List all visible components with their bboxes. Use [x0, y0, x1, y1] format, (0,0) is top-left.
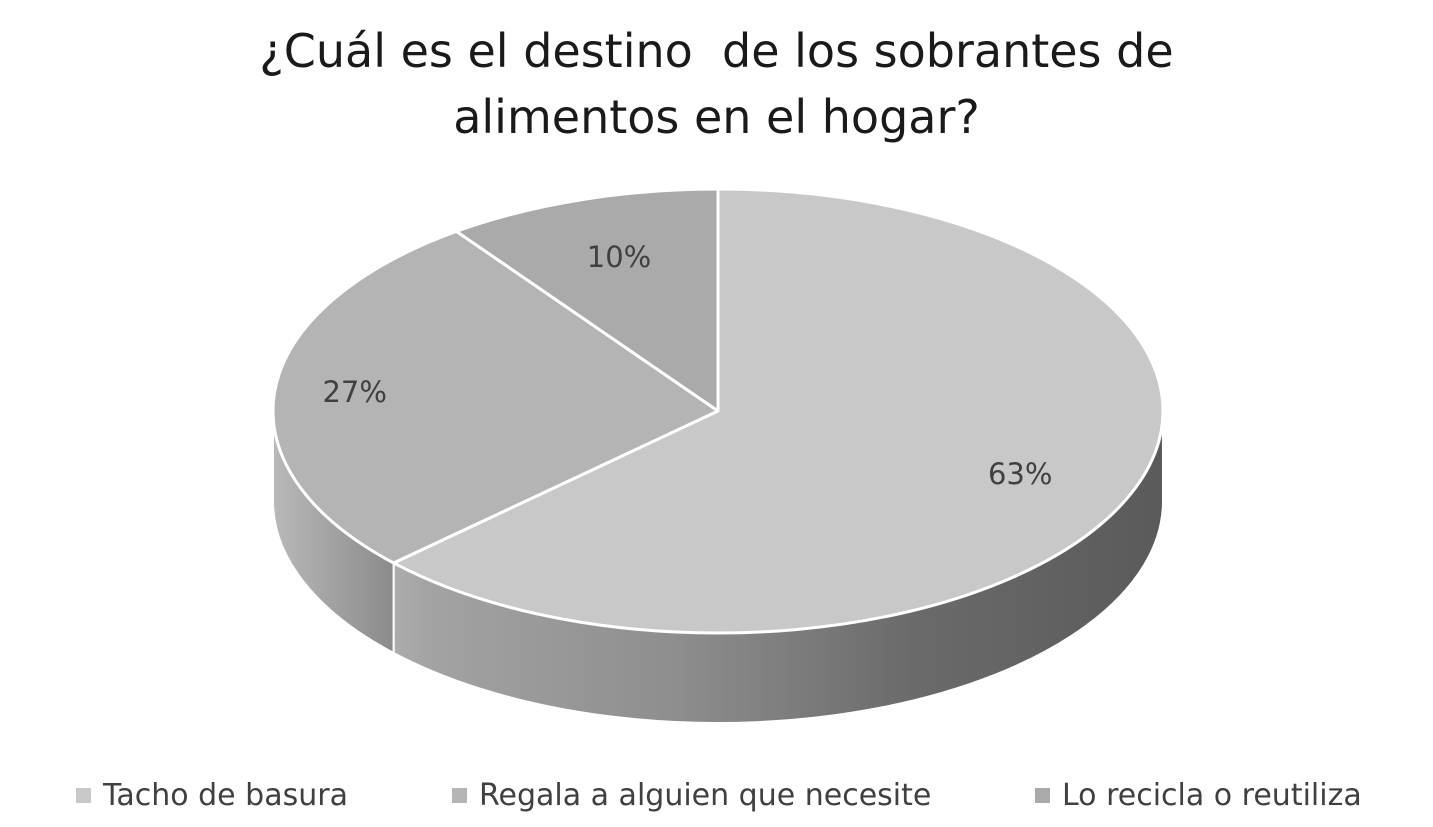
- chart-title-line-2: alimentos en el hogar?: [453, 90, 980, 144]
- data-label-tacho: 63%: [988, 457, 1052, 491]
- pie-slice-recicla: [454, 187, 720, 413]
- legend-label-tacho: Tacho de basura: [103, 777, 348, 813]
- chart-title-line-1: ¿Cuál es el destino de los sobrantes de: [259, 24, 1174, 78]
- chart-title: ¿Cuál es el destino de los sobrantes de …: [0, 18, 1433, 150]
- legend-item-tacho: Tacho de basura: [76, 770, 348, 820]
- legend-swatch-regala: [452, 787, 467, 803]
- data-label-regala: 27%: [322, 375, 386, 409]
- legend-swatch-recicla: [1035, 787, 1050, 803]
- legend-label-regala: Regala a alguien que necesite: [479, 777, 932, 813]
- chart-legend: Tacho de basura Regala a alguien que nec…: [0, 770, 1433, 820]
- legend-item-regala: Regala a alguien que necesite: [452, 770, 931, 820]
- data-label-recicla: 10%: [587, 240, 651, 274]
- pie-slice-regala: [271, 229, 720, 565]
- pie-slice-tacho: [392, 187, 1165, 635]
- legend-swatch-tacho: [76, 787, 91, 803]
- legend-label-recicla: Lo recicla o reutiliza: [1062, 777, 1362, 813]
- legend-item-recicla: Lo recicla o reutiliza: [1035, 770, 1362, 820]
